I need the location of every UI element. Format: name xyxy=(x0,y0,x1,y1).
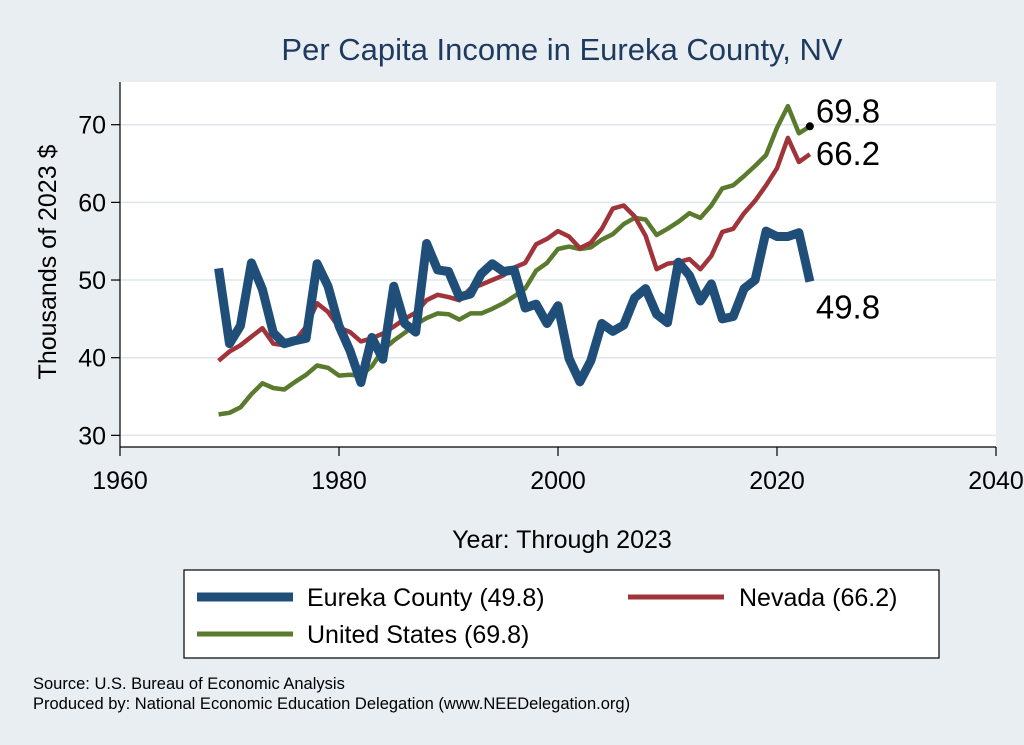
x-tick-label: 2040 xyxy=(968,467,1024,495)
end-marker-us xyxy=(805,122,814,131)
x-tick-label: 1980 xyxy=(311,467,367,495)
gridlines xyxy=(120,123,996,437)
end-label-us: 69.8 xyxy=(816,92,880,129)
source-note: Source: U.S. Bureau of Economic Analysis xyxy=(33,675,345,693)
end-label-nevada: 66.2 xyxy=(816,135,880,172)
legend: Eureka County (49.8) Nevada (66.2) Unite… xyxy=(183,569,940,659)
legend-label-us: United States (69.8) xyxy=(307,621,529,649)
end-label-eureka: 49.8 xyxy=(816,289,880,326)
y-tick-label: 50 xyxy=(78,267,106,295)
y-tick-label: 40 xyxy=(78,345,106,373)
legend-label-nevada: Nevada (66.2) xyxy=(739,584,897,612)
series-lines xyxy=(214,103,815,417)
series-line-eureka xyxy=(214,226,815,387)
x-tick-label: 2000 xyxy=(530,467,586,495)
legend-label-eureka: Eureka County (49.8) xyxy=(307,584,545,612)
y-tick-label: 60 xyxy=(78,189,106,217)
y-tick-label: 30 xyxy=(78,422,106,450)
legend-box xyxy=(183,569,940,659)
x-tick-label: 1960 xyxy=(92,467,148,495)
y-axis-title: Thousands of 2023 $ xyxy=(34,144,62,379)
series-line-us xyxy=(218,103,812,417)
x-tick-label: 2020 xyxy=(749,467,805,495)
x-axis-title: Year: Through 2023 xyxy=(452,526,672,554)
y-tick-label: 70 xyxy=(78,112,106,140)
chart-title: Per Capita Income in Eureka County, NV xyxy=(281,32,842,67)
axes: 30 40 50 60 70 1960 1980 2000 2020 2040 xyxy=(78,82,1024,495)
producer-note: Produced by: National Economic Education… xyxy=(33,695,630,713)
end-labels: 69.8 66.2 49.8 xyxy=(805,92,880,326)
